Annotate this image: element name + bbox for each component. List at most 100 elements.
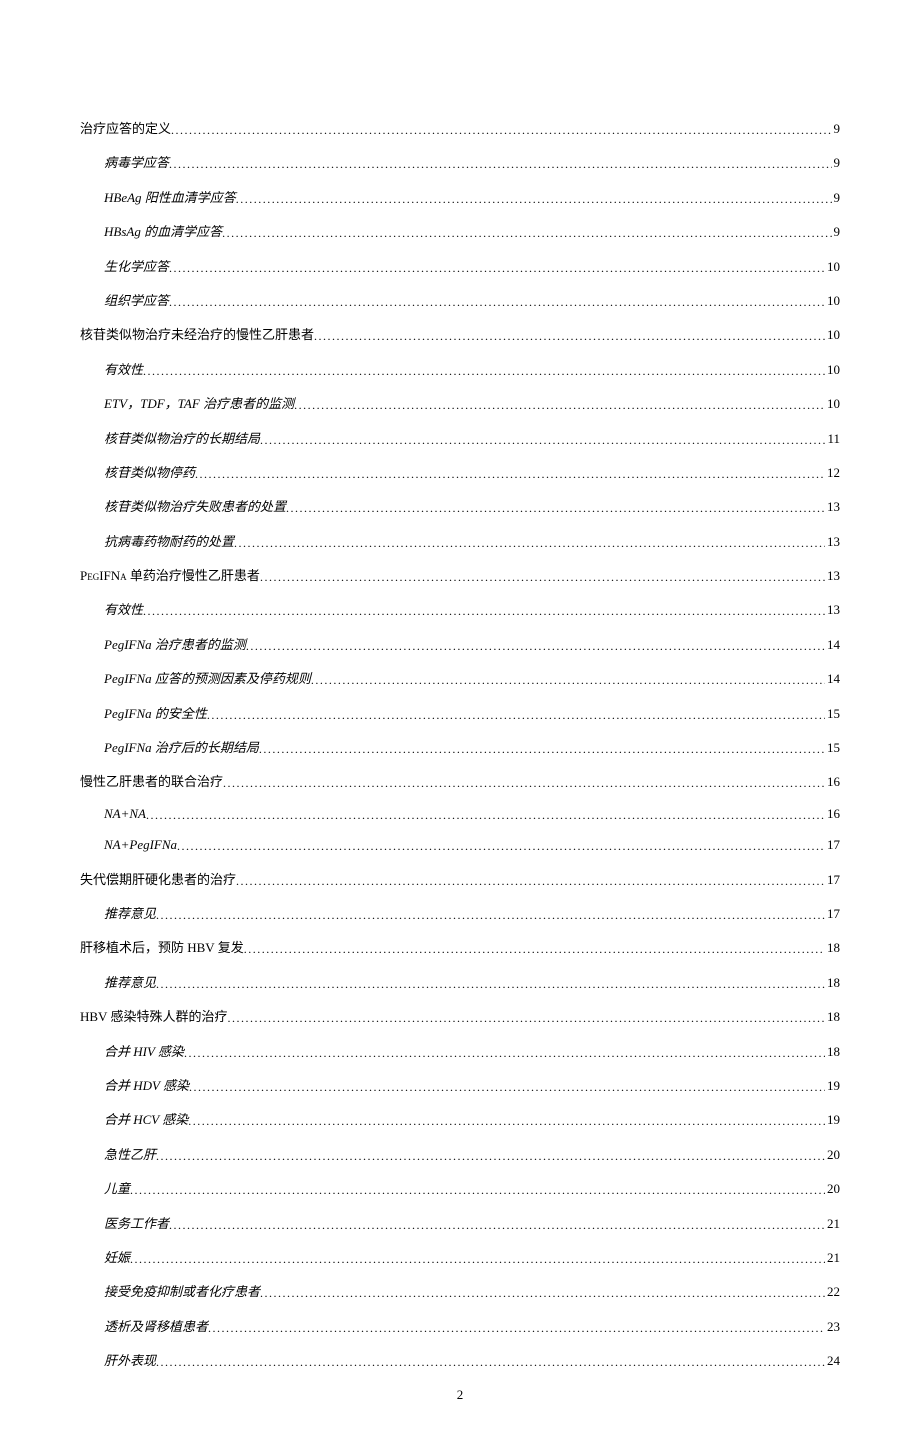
toc-page: 14 <box>825 637 840 653</box>
toc-leader-dots <box>169 261 825 276</box>
toc-leader-dots <box>189 1080 825 1095</box>
toc-row: PegIFNa 的安全性 15 <box>80 703 840 722</box>
toc-title: PegIFNa 治疗后的长期结局 <box>104 737 259 756</box>
table-of-contents: 治疗应答的定义9病毒学应答9HBeAg 阳性血清学应答9HBsAg 的血清学应答… <box>80 118 840 1369</box>
toc-title: 肝外表现 <box>104 1350 156 1369</box>
toc-leader-dots <box>227 1011 825 1026</box>
toc-row: PegIFNa 应答的预测因素及停药规则 14 <box>80 668 840 687</box>
toc-leader-dots <box>195 467 825 482</box>
toc-page: 17 <box>825 906 840 922</box>
toc-leader-dots <box>130 1183 825 1198</box>
toc-leader-dots <box>143 604 825 619</box>
toc-leader-dots <box>311 673 825 688</box>
toc-page: 20 <box>825 1147 840 1163</box>
toc-leader-dots <box>169 295 825 310</box>
toc-row: 透析及肾移植患者 23 <box>80 1316 840 1335</box>
toc-row: PegIFNa 治疗患者的监测 14 <box>80 634 840 653</box>
toc-leader-dots <box>156 1149 825 1164</box>
toc-row: 核苷类似物治疗失败患者的处置 13 <box>80 496 840 515</box>
toc-title: 合并 HCV 感染 <box>104 1109 188 1128</box>
toc-leader-dots <box>188 1114 825 1129</box>
toc-title: 核苷类似物治疗失败患者的处置 <box>104 496 286 515</box>
toc-leader-dots <box>260 570 825 585</box>
toc-page: 9 <box>832 190 841 206</box>
toc-row: 合并 HIV 感染18 <box>80 1041 840 1060</box>
toc-row: 组织学应答10 <box>80 290 840 309</box>
toc-row: 推荐意见17 <box>80 903 840 922</box>
toc-page: 24 <box>825 1353 840 1369</box>
toc-page: 13 <box>825 602 840 618</box>
toc-leader-dots <box>184 1046 825 1061</box>
toc-row: 抗病毒药物耐药的处置13 <box>80 531 840 550</box>
toc-title: HBsAg 的血清学应答 <box>104 221 222 240</box>
toc-page: 15 <box>825 740 840 756</box>
toc-page: 13 <box>825 534 840 550</box>
toc-row: 生化学应答10 <box>80 256 840 275</box>
toc-title: PegIFNa 应答的预测因素及停药规则 <box>104 668 311 687</box>
toc-leader-dots <box>171 123 831 138</box>
toc-row: HBsAg 的血清学应答 9 <box>80 221 840 240</box>
toc-leader-dots <box>156 908 825 923</box>
toc-title: 治疗应答的定义 <box>80 118 171 137</box>
toc-row: 核苷类似物治疗的长期结局11 <box>80 428 840 447</box>
toc-row: 有效性10 <box>80 359 840 378</box>
toc-row: 接受免疫抑制或者化疗患者22 <box>80 1281 840 1300</box>
toc-title: ETV，TDF，TAF 治疗患者的监测 <box>104 393 294 412</box>
toc-leader-dots <box>260 433 825 448</box>
toc-page: 19 <box>825 1078 840 1094</box>
toc-title: PegIFNa 的安全性 <box>104 703 207 722</box>
toc-page: 18 <box>825 975 840 991</box>
toc-page: 16 <box>825 806 840 822</box>
toc-leader-dots <box>177 839 825 854</box>
toc-leader-dots <box>146 808 825 823</box>
toc-row: HBeAg 阳性血清学应答9 <box>80 187 840 206</box>
toc-row: PegIFNa 治疗后的长期结局 15 <box>80 737 840 756</box>
toc-row: HBV 感染特殊人群的治疗18 <box>80 1006 840 1025</box>
toc-page: 9 <box>832 121 841 137</box>
toc-title: 推荐意见 <box>104 972 156 991</box>
toc-page: 18 <box>825 1009 840 1025</box>
toc-title: 合并 HIV 感染 <box>104 1041 184 1060</box>
toc-leader-dots <box>143 364 825 379</box>
toc-title: 肝移植术后，预防 HBV 复发 <box>80 937 244 956</box>
toc-page: 15 <box>825 706 840 722</box>
toc-row: 肝外表现 24 <box>80 1350 840 1369</box>
toc-leader-dots <box>234 536 825 551</box>
toc-title: 核苷类似物治疗未经治疗的慢性乙肝患者 <box>80 324 314 343</box>
toc-title: 有效性 <box>104 599 143 618</box>
toc-title: 医务工作者 <box>104 1213 169 1232</box>
toc-leader-dots <box>223 776 825 791</box>
toc-row: 肝移植术后，预防 HBV 复发 18 <box>80 937 840 956</box>
toc-title: 核苷类似物治疗的长期结局 <box>104 428 260 447</box>
toc-page: 12 <box>825 465 840 481</box>
toc-page: 18 <box>825 940 840 956</box>
toc-page: 21 <box>825 1216 840 1232</box>
toc-title: PegIFNa 单药治疗慢性乙肝患者 <box>80 565 260 584</box>
toc-page: 23 <box>825 1319 840 1335</box>
toc-row: 儿童20 <box>80 1178 840 1197</box>
toc-page: 14 <box>825 671 840 687</box>
toc-page: 10 <box>825 259 840 275</box>
toc-leader-dots <box>246 639 825 654</box>
toc-title: NA+PegIFNa <box>104 837 177 853</box>
toc-row: 核苷类似物停药12 <box>80 462 840 481</box>
toc-page: 10 <box>825 327 840 343</box>
toc-leader-dots <box>259 742 825 757</box>
toc-leader-dots <box>222 226 831 241</box>
toc-row: 治疗应答的定义 9 <box>80 118 840 137</box>
toc-page: 9 <box>832 224 841 240</box>
toc-leader-dots <box>236 192 832 207</box>
toc-title: 病毒学应答 <box>104 152 169 171</box>
toc-title: 急性乙肝 <box>104 1144 156 1163</box>
toc-leader-dots <box>156 977 825 992</box>
toc-row: 有效性 13 <box>80 599 840 618</box>
toc-title: 透析及肾移植患者 <box>104 1316 208 1335</box>
toc-page: 21 <box>825 1250 840 1266</box>
toc-page: 10 <box>825 293 840 309</box>
toc-leader-dots <box>208 1321 825 1336</box>
toc-page: 13 <box>825 499 840 515</box>
toc-leader-dots <box>156 1355 825 1370</box>
toc-title: NA+NA <box>104 806 146 822</box>
toc-title: 慢性乙肝患者的联合治疗 <box>80 771 223 790</box>
toc-title: PegIFNa 治疗患者的监测 <box>104 634 246 653</box>
